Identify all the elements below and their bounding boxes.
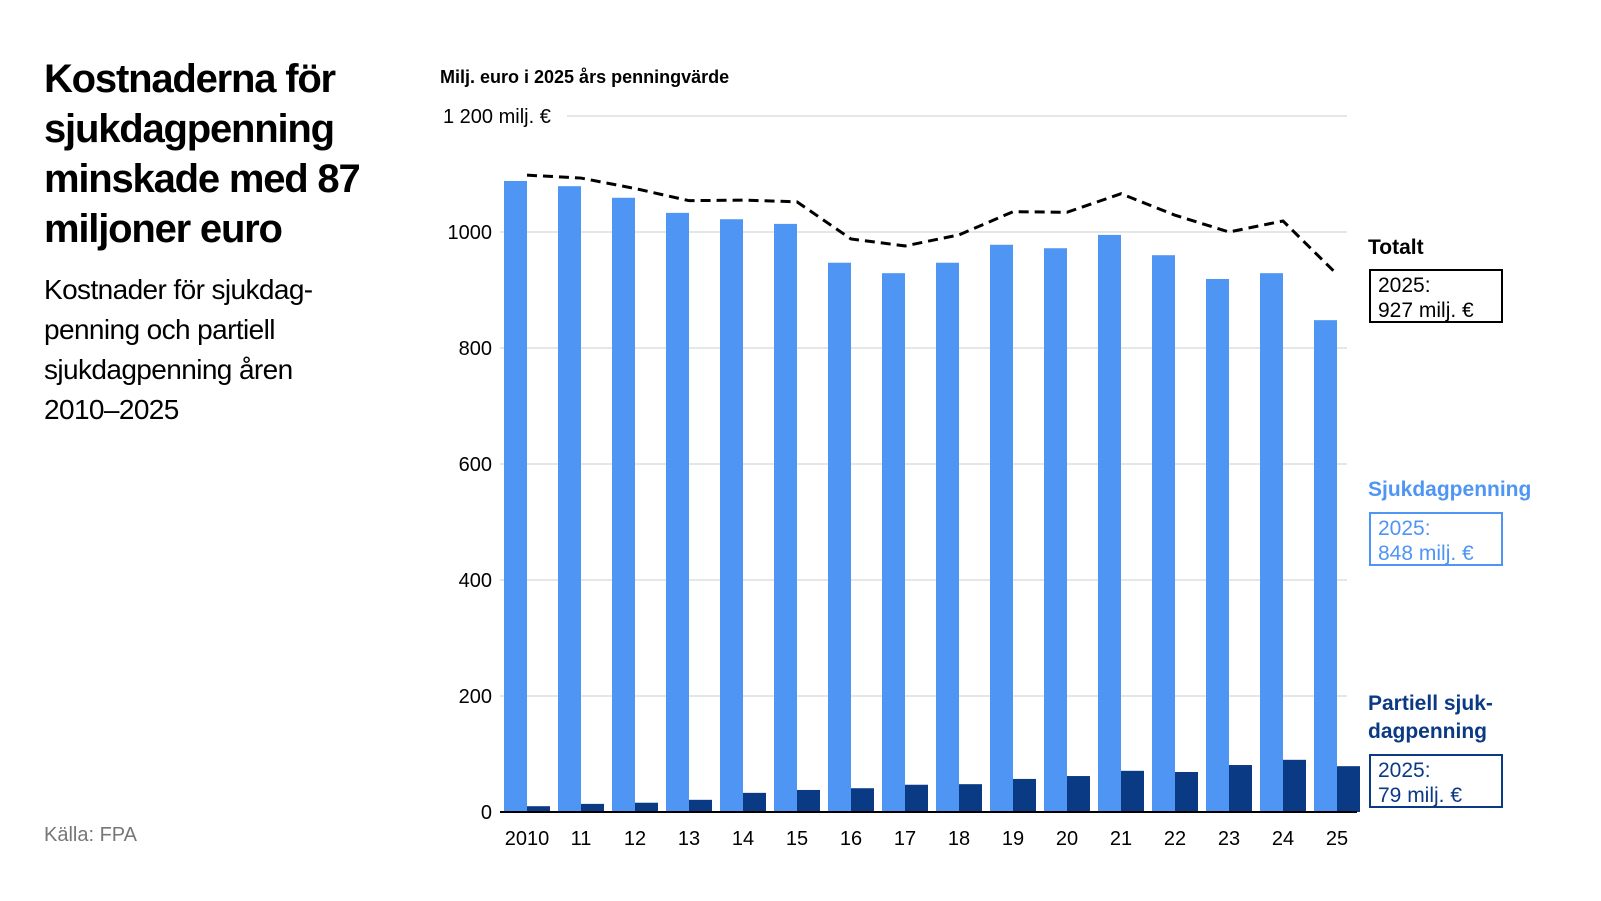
bar-sjukdagpenning [504,180,527,812]
bar-sjukdagpenning [990,244,1013,812]
bar-partiell-sjukdagpenning [689,799,712,812]
bar-partiell-sjukdagpenning [1229,765,1252,812]
legend-partiell-label: Partiell sjuk- dagpenning [1368,690,1493,746]
bar-sjukdagpenning [1314,320,1337,812]
bar-sjukdagpenning [774,223,797,812]
x-tick-label: 22 [1164,828,1186,850]
bar-partiell-sjukdagpenning [581,803,604,812]
x-tick-label: 19 [1002,828,1024,850]
x-tick-label: 13 [678,828,700,850]
legend-sjukdagpenning-label: Sjukdagpenning [1368,478,1532,501]
bar-partiell-sjukdagpenning [527,806,550,812]
y-tick-label: 1000 [448,222,493,244]
bar-partiell-sjukdagpenning [851,788,874,812]
bar-sjukdagpenning [828,262,851,812]
bar-partiell-sjukdagpenning [743,792,766,812]
x-tick-label: 14 [732,828,754,850]
x-tick-label: 24 [1272,828,1294,850]
legend-totalt-box-value: 927 milj. € [1378,299,1474,322]
y-axis-label: Milj. euro i 2025 års penningvärde [440,67,729,87]
x-tick-label: 11 [571,828,592,850]
bar-partiell-sjukdagpenning [1013,778,1036,812]
x-tick-label: 16 [840,828,862,850]
bar-partiell-sjukdagpenning [1121,770,1144,812]
legend-partiell-label-line2: dagpenning [1368,720,1487,743]
legend-totalt-box: 2025: 927 milj. € [1369,269,1503,323]
y-tick-label: 1 200 milj. € [443,106,551,128]
legend-partiell-box-line1: 2025: [1378,759,1431,782]
bar-sjukdagpenning [1044,248,1067,813]
legend-partiell-box-value: 79 milj. € [1378,784,1463,807]
line-totalt [526,173,1339,276]
chart-title: Kostnaderna för sjukdagpenning minskade … [44,57,361,251]
source-note: Källa: FPA [44,824,137,846]
x-tick-label: 25 [1326,828,1348,850]
legend-sjukdagpenning-box-line1: 2025: [1378,517,1431,540]
bar-partiell-sjukdagpenning [1337,766,1360,812]
bar-partiell-sjukdagpenning [635,802,658,812]
bar-sjukdagpenning [612,197,635,812]
bar-partiell-sjukdagpenning [905,784,928,812]
legend-partiell-box: 2025: 79 milj. € [1369,754,1503,808]
x-tick-label: 18 [948,828,970,850]
y-tick-label: 800 [459,338,492,360]
x-tick-label: 21 [1110,828,1132,850]
x-tick-label: 17 [894,828,916,850]
bar-sjukdagpenning [936,262,959,812]
y-tick-label: 0 [481,802,492,824]
x-tick-label: 23 [1218,828,1240,850]
y-tick-label: 400 [459,570,492,592]
bar-sjukdagpenning [1152,255,1175,812]
bar-sjukdagpenning [720,219,743,813]
bar-partiell-sjukdagpenning [1175,771,1198,812]
bar-sjukdagpenning [1260,273,1283,812]
y-tick-label: 200 [459,686,492,708]
y-tick-label: 600 [459,454,492,476]
x-tick-label: 2010 [505,828,550,850]
x-tick-label: 12 [624,828,646,850]
legend-partiell-label-line1: Partiell sjuk- [1368,692,1493,715]
bar-partiell-sjukdagpenning [797,789,820,812]
bar-sjukdagpenning [1098,234,1121,812]
legend-sjukdagpenning-box-value: 848 milj. € [1378,542,1474,565]
bar-partiell-sjukdagpenning [959,784,982,812]
x-tick-label: 20 [1056,828,1078,850]
bar-sjukdagpenning [1206,278,1229,813]
chart-subtitle: Kostnader för sjukdag-penning och partie… [44,274,313,425]
bar-sjukdagpenning [882,273,905,812]
x-tick-label: 15 [786,828,808,850]
bar-partiell-sjukdagpenning [1067,776,1090,812]
bar-sjukdagpenning [558,186,581,812]
legend-sjukdagpenning-box: 2025: 848 milj. € [1369,512,1503,566]
bar-partiell-sjukdagpenning [1283,759,1306,812]
legend-totalt-label: Totalt [1368,236,1424,259]
legend-totalt-box-line1: 2025: [1378,274,1431,297]
bar-sjukdagpenning [666,212,689,813]
